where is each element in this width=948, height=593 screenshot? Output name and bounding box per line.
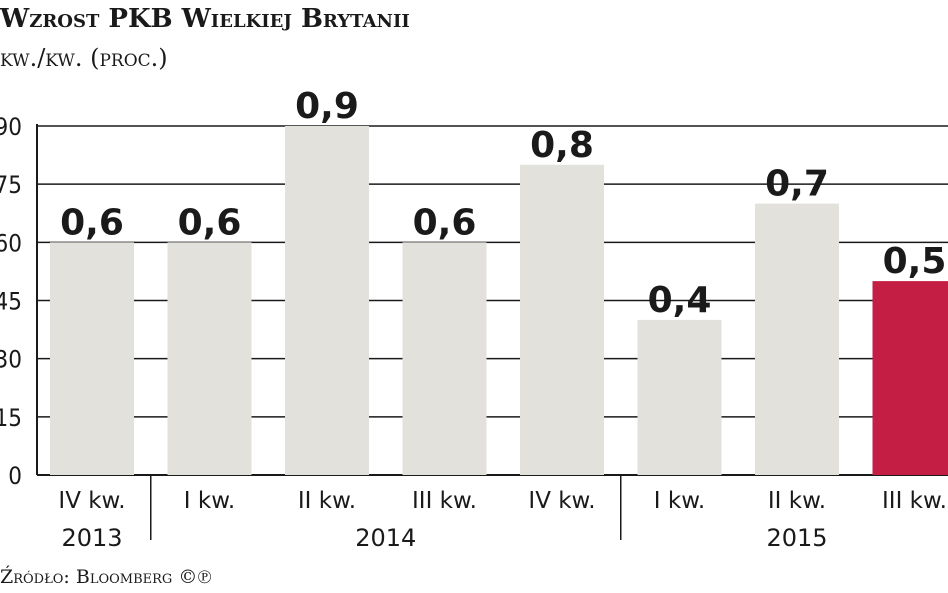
bar — [755, 203, 839, 476]
bar-value-label: 0,7 — [765, 164, 829, 205]
bar — [167, 242, 252, 475]
x-tick-label: III kw. — [882, 488, 947, 514]
chart-subtitle: kw./kw. (proc.) — [0, 44, 168, 72]
x-tick-label: I kw. — [654, 488, 705, 514]
y-tick-label: 0,15 — [0, 404, 22, 432]
bar-value-label: 0,9 — [295, 86, 359, 127]
bar — [50, 242, 134, 475]
bar-value-label: 0,8 — [530, 125, 594, 166]
y-tick-label: 0 — [8, 462, 22, 490]
x-tick-label: IV kw. — [58, 488, 125, 514]
bar-value-label: 0,6 — [60, 202, 124, 243]
bar-value-label: 0,4 — [648, 280, 712, 321]
bar-value-label: 0,6 — [178, 202, 242, 243]
y-tick-label: 0,75 — [0, 171, 22, 199]
bar — [637, 319, 722, 475]
bar — [872, 281, 948, 475]
x-tick-label: II kw. — [768, 488, 826, 514]
bar-value-label: 0,6 — [413, 202, 477, 243]
x-tick-label: IV kw. — [528, 488, 595, 514]
year-label: 2014 — [355, 524, 416, 552]
chart-title: Wzrost PKB Wielkiej Brytanii — [0, 4, 410, 34]
x-tick-label: I kw. — [184, 488, 235, 514]
year-label: 2015 — [766, 524, 827, 552]
x-tick-label: II kw. — [298, 488, 356, 514]
y-tick-label: 0,45 — [0, 288, 22, 316]
source-note: Źródło: Bloomberg ©℗ — [0, 566, 212, 588]
bar — [520, 164, 604, 475]
bar-value-label: 0,5 — [883, 241, 947, 282]
bar — [285, 126, 369, 475]
y-tick-label: 0,60 — [0, 229, 22, 257]
bar — [402, 242, 487, 475]
x-tick-label: III kw. — [412, 488, 477, 514]
y-tick-label: 0,30 — [0, 346, 22, 374]
y-tick-label: 0,90 — [0, 113, 22, 141]
year-label: 2013 — [61, 524, 122, 552]
